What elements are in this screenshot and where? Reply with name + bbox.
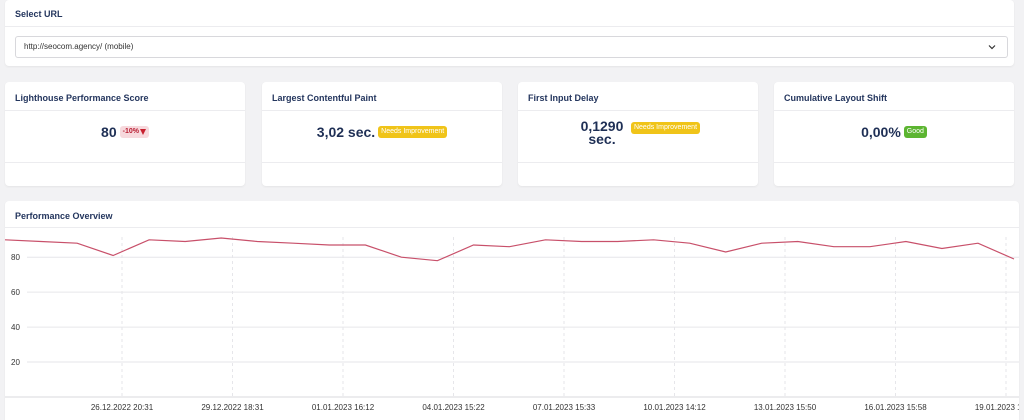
metric-value: 0,00%: [861, 124, 901, 140]
x-tick-label: 07.01.2023 15:33: [533, 403, 596, 412]
metric-value-line1: 0,1290: [580, 118, 624, 134]
metric-title: First Input Delay: [528, 93, 599, 103]
metric-title: Lighthouse Performance Score: [15, 93, 149, 103]
y-tick-label: 20: [11, 358, 20, 367]
performance-chart: 80 60 40 20 26.12.2022 20:31 29.12.2022 18:31…: [5, 237, 1019, 412]
y-tick-label: 40: [11, 323, 20, 332]
x-tick-label: 10.01.2023 14:12: [643, 403, 706, 412]
metric-title: Cumulative Layout Shift: [784, 93, 888, 103]
x-tick-label: 13.01.2023 15:50: [754, 403, 817, 412]
x-tick-label: 04.01.2023 15:22: [422, 403, 485, 412]
x-tick-label: 01.01.2023 16:12: [312, 403, 375, 412]
x-tick-label: 29.12.2022 18:31: [201, 403, 264, 412]
divider: [262, 110, 502, 111]
url-select-value: http://seocom.agency/ (mobile): [24, 42, 134, 51]
status-badge: Needs Improvement: [378, 126, 448, 138]
metric-card-lcp: Largest Contentful Paint 3,02 sec. Needs…: [262, 82, 502, 186]
metric-value-line2: sec.: [588, 131, 616, 147]
triangle-down-icon: [139, 129, 146, 135]
divider: [774, 162, 1014, 163]
divider: [5, 162, 245, 163]
divider: [774, 110, 1014, 111]
divider: [262, 162, 502, 163]
change-badge: -10%: [119, 126, 149, 138]
metric-value: 3,02 sec.: [316, 124, 376, 140]
divider: [5, 26, 1014, 27]
divider: [518, 110, 758, 111]
status-badge: Good: [903, 126, 927, 138]
change-badge-label: -10%: [122, 128, 139, 135]
x-tick-label: 16.01.2023 15:58: [864, 403, 927, 412]
divider: [5, 227, 1019, 228]
y-tick-label: 60: [11, 288, 20, 297]
divider: [518, 162, 758, 163]
url-select-dropdown[interactable]: http://seocom.agency/ (mobile): [15, 36, 1008, 58]
metric-value: 0,1290 sec.: [576, 118, 628, 147]
metric-card-performance-score: Lighthouse Performance Score 80 -10%: [5, 82, 245, 186]
metric-card-fid: First Input Delay 0,1290 sec. Needs Impr…: [518, 82, 758, 186]
x-tick-label: 19.01.2023 18:36: [975, 403, 1019, 412]
status-badge: Needs Improvement: [630, 122, 701, 134]
metric-card-cls: Cumulative Layout Shift 0,00% Good: [774, 82, 1014, 186]
performance-overview-title: Performance Overview: [15, 211, 113, 221]
x-tick-label: 26.12.2022 20:31: [91, 403, 154, 412]
performance-score-line: [5, 237, 1015, 262]
metric-value: 80: [101, 124, 117, 140]
metric-title: Largest Contentful Paint: [272, 93, 377, 103]
select-url-title: Select URL: [15, 9, 63, 19]
performance-overview-card: Performance Overview 80 60 40 20 26.12.2022 …: [5, 201, 1019, 420]
chevron-down-icon: [988, 45, 996, 50]
y-tick-label: 80: [11, 253, 20, 262]
divider: [5, 110, 245, 111]
select-url-card: Select URL http://seocom.agency/ (mobile…: [5, 0, 1014, 66]
